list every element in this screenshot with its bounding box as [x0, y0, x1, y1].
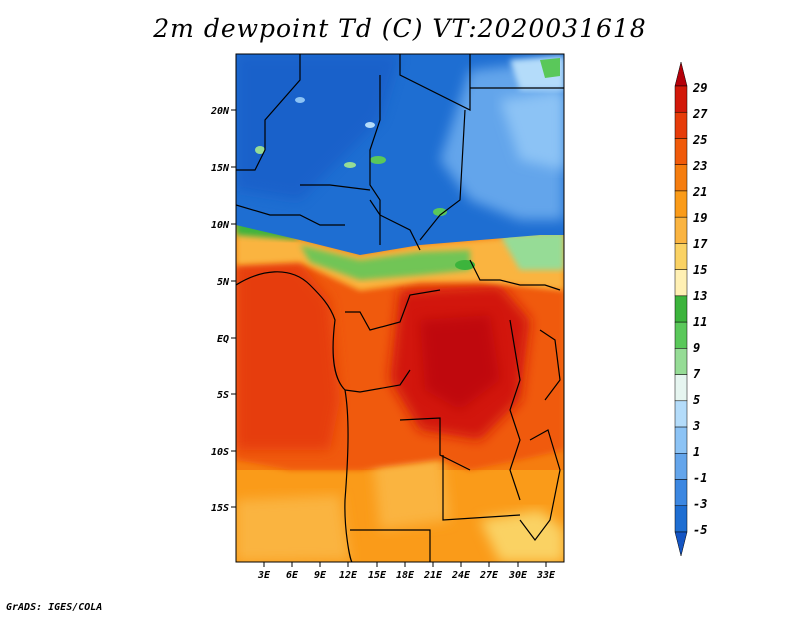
colorbar-label: -5 [693, 523, 707, 537]
lon-label: 24E [451, 570, 471, 581]
colorbar-label: 15 [693, 263, 707, 277]
colorbar-labels: 29 27 25 23 21 19 17 15 13 11 9 7 5 3 1 … [692, 81, 708, 537]
lat-label: 10S [211, 447, 229, 458]
lat-label: 20N [210, 106, 230, 117]
colorbar-segment [674, 374, 688, 402]
colorbar-label: 23 [692, 159, 707, 173]
colorbar-segment [674, 426, 688, 454]
colorbar-label: 7 [693, 367, 701, 381]
colorbar-segment [674, 111, 688, 139]
colorbar-segment [674, 138, 688, 165]
colorbar-segment [674, 61, 688, 87]
lon-label: 3E [257, 570, 271, 581]
colorbar-label: 27 [692, 107, 708, 121]
map-frame [235, 53, 565, 563]
colorbar-label: 17 [693, 237, 708, 251]
colorbar-label: 11 [693, 315, 707, 329]
lat-label: 15N [211, 163, 230, 174]
colorbar-label: 29 [692, 81, 707, 95]
colorbar-segment [674, 479, 688, 507]
colorbar-segment [674, 400, 688, 428]
colorbar-segment [674, 269, 688, 297]
lat-label: 10N [211, 220, 230, 231]
lon-label: 15E [368, 570, 387, 581]
lon-label: 27E [479, 570, 499, 581]
colorbar-label: 1 [693, 445, 700, 459]
colorbar-label: -3 [693, 497, 707, 511]
colorbar-segment [674, 216, 688, 244]
colorbar-segment [674, 348, 688, 375]
colorbar-label: 5 [693, 393, 700, 407]
colorbar-segment [674, 243, 688, 270]
lon-label: 21E [423, 570, 443, 581]
map-field [236, 54, 564, 562]
colorbar-label: 25 [692, 133, 707, 147]
colorbar-segment [674, 190, 688, 218]
lon-axis [263, 562, 547, 567]
colorbar-segment [674, 453, 688, 480]
colorbar-label: 19 [693, 211, 707, 225]
colorbar-label: 21 [692, 185, 707, 199]
colorbar [674, 61, 688, 557]
lat-label: 5N [217, 277, 230, 288]
lon-label: 6E [286, 570, 299, 581]
lon-label: 12E [339, 570, 358, 581]
lat-label: 15S [211, 503, 229, 514]
lat-axis [231, 109, 236, 508]
lon-label: 33E [536, 570, 556, 581]
colorbar-segment [674, 321, 688, 349]
colorbar-segment [674, 531, 688, 557]
lon-label: 9E [314, 570, 327, 581]
colorbar-label: 3 [692, 419, 700, 433]
colorbar-segment [674, 505, 688, 533]
colorbar-label: 9 [693, 341, 700, 355]
colorbar-segment [674, 85, 688, 113]
colorbar-label: -1 [693, 471, 707, 485]
colorbar-segment [674, 164, 688, 192]
lat-label: EQ [217, 334, 229, 345]
colorbar-label: 13 [693, 289, 707, 303]
map-title: 2m dewpoint Td (C) VT:2020031618 [153, 14, 647, 43]
lon-label: 30E [508, 570, 528, 581]
lat-label: 5S [217, 390, 229, 401]
grads-credit: GrADS: IGES/COLA [6, 602, 103, 613]
colorbar-segment [674, 295, 688, 323]
lon-label: 18E [396, 570, 415, 581]
dewpoint-map: 20N 15N 10N 5N EQ 5S 10S 15S 3E 6E 9E 12… [210, 53, 708, 581]
